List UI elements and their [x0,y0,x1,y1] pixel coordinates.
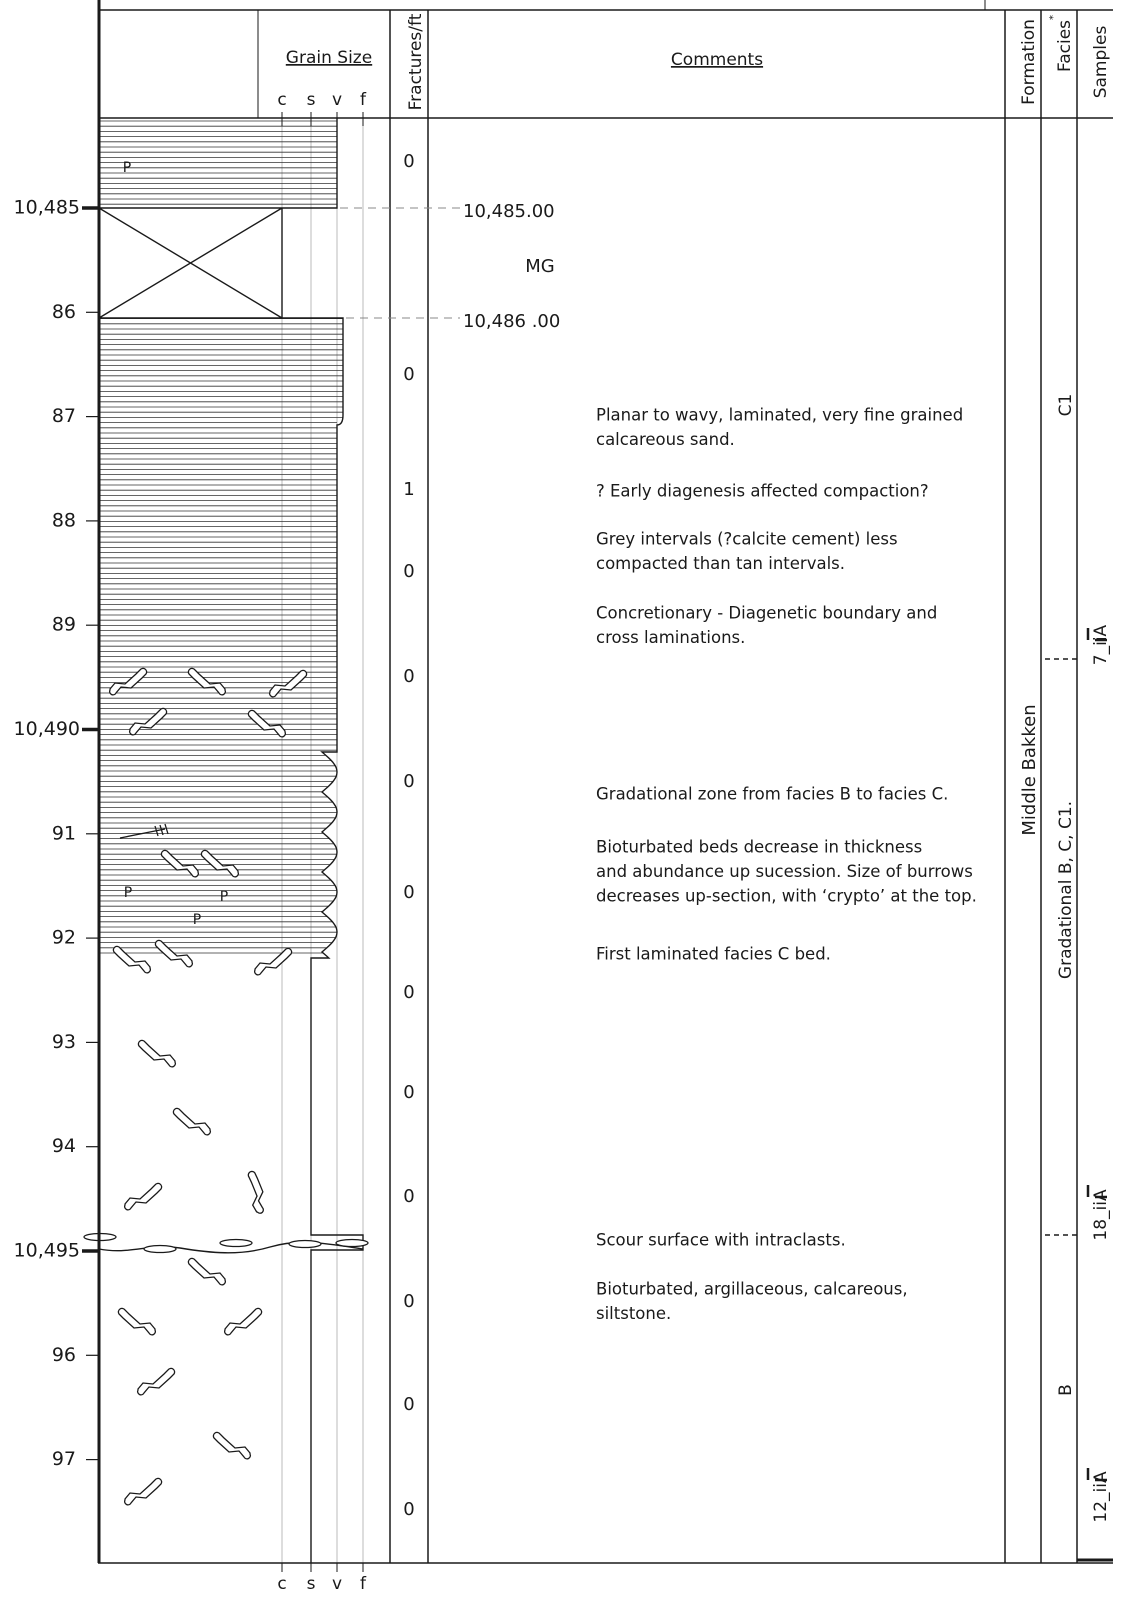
comment: and abundance up sucession. Size of burr… [596,862,973,881]
fracture-count: 0 [403,771,414,792]
lithology-label: P [124,885,132,901]
comment: Bioturbated, argillaceous, calcareous, [596,1280,908,1299]
comment: Bioturbated beds decrease in thickness [596,838,922,857]
comment: ? Early diagenesis affected compaction? [596,482,929,501]
depth-label: 89 [52,614,76,636]
grain-size-header: Grain Size [286,48,372,68]
core-gap-top: 10,485.00 [463,201,555,222]
depth-label: 88 [52,509,76,531]
burrow [236,1169,276,1215]
depth-label: 10,495 [14,1240,80,1262]
fracture-count: 0 [403,1394,414,1415]
bed-outline [98,118,364,1563]
grain-class: v [332,90,342,110]
grain-class: s [307,1574,316,1594]
burrow [154,939,194,968]
grain-class: c [277,90,286,110]
sample: 18_iiA [1091,1189,1111,1241]
burrow [172,1107,212,1136]
fracture-count: 0 [403,1186,414,1207]
fracture-count: 0 [403,1291,414,1312]
fracture-count: 0 [403,364,414,385]
fracture-count: 0 [403,561,414,582]
comment: Grey intervals (?calcite cement) less [596,530,898,549]
facies-mark: * [1048,15,1059,20]
burrow [123,1477,163,1506]
depth-label: 93 [52,1031,76,1053]
depth-label: 94 [52,1135,76,1157]
lithology-label: P [193,912,201,928]
sample: 7_iiA [1091,624,1111,665]
facies: Gradational B, C, C1. [1056,801,1076,979]
fracture-count: 0 [403,1499,414,1520]
burrow [187,1257,227,1286]
grain-class: f [360,1574,367,1594]
comment: Gradational zone from facies B to facies… [596,785,948,804]
burrow [112,945,152,974]
comment: Planar to wavy, laminated, very fine gra… [596,406,963,425]
facies: B [1056,1384,1076,1396]
burrow [223,1307,263,1336]
burrow [253,947,293,976]
fracture-count: 1 [403,479,414,500]
comment: decreases up-section, with ‘crypto’ at t… [596,887,977,906]
facies: C1 [1056,394,1076,417]
depth-label: 86 [52,301,76,323]
burrow [247,709,287,738]
depth-label: 87 [52,405,76,427]
cross-lamination [119,823,169,839]
fracture-count: 0 [403,151,414,172]
grain-class: c [277,1574,286,1594]
fracture-count: 0 [403,982,414,1003]
samples-header: Samples [1091,26,1111,99]
depth-label: 97 [52,1448,76,1470]
sample: 12_iiA [1091,1471,1111,1523]
depth-label: 10,490 [14,718,80,740]
formation-header: Formation [1019,19,1039,105]
fracture-count: 0 [403,882,414,903]
comment: First laminated facies C bed. [596,945,831,964]
grain-class: s [307,90,316,110]
fracture-count: 0 [403,1082,414,1103]
lithology-label: P [220,889,228,905]
intraclast [335,1238,369,1248]
burrow [136,1367,176,1396]
core-gap-bottom: 10,486 .00 [463,311,560,332]
burrow [128,707,168,736]
fractures-header: Fractures/ft [406,13,426,110]
depth-label: 91 [52,822,76,844]
core-gap-label: MG [525,256,554,277]
frame [97,0,1113,1572]
intraclast [219,1238,253,1248]
burrow [212,1431,252,1460]
lithology-label: P [123,160,131,176]
comments-header: Comments [671,50,763,70]
fracture-count: 0 [403,666,414,687]
grain-class: v [332,1574,342,1594]
comment: cross laminations. [596,628,745,647]
depth-label: 10,485 [14,197,80,219]
intraclast [288,1239,322,1249]
comment: Scour surface with intraclasts. [596,1231,846,1250]
comment: siltstone. [596,1304,671,1323]
formation: Middle Bakken [1019,704,1040,835]
depth-label: 92 [52,927,76,949]
grain-class: f [360,90,367,110]
burrow [117,1307,157,1336]
facies-header: Facies [1055,20,1075,72]
depth-label: 96 [52,1344,76,1366]
intraclast [143,1244,177,1254]
burrow [123,1182,163,1211]
burrow [137,1039,177,1068]
comment: Concretionary - Diagenetic boundary and [596,604,937,623]
comment: calcareous sand. [596,430,735,449]
comment: compacted than tan intervals. [596,554,845,573]
lithology [83,118,369,1563]
